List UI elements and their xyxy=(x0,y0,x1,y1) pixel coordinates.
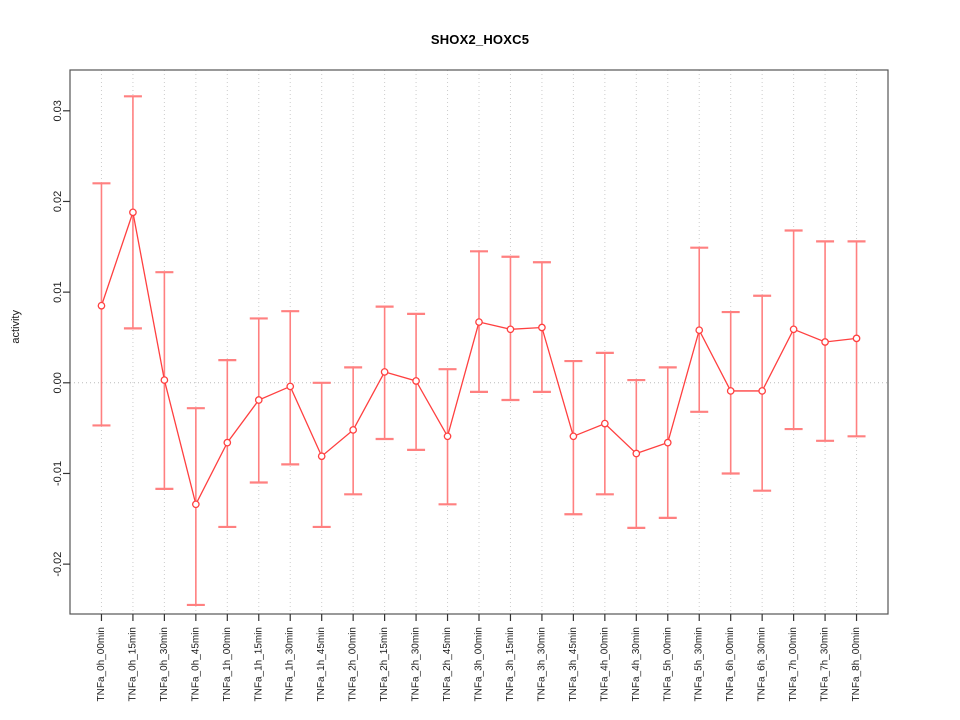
data-point-marker xyxy=(789,325,798,334)
y-tick-label: 0.00 xyxy=(52,372,64,393)
x-tick-label: TNFa_1h_45min xyxy=(316,627,327,701)
data-point-marker xyxy=(632,449,641,458)
y-tick-label: 0.02 xyxy=(52,191,64,212)
data-point-marker xyxy=(852,334,861,343)
x-tick-label: TNFa_6h_30min xyxy=(757,627,768,701)
data-point-marker xyxy=(600,419,609,428)
data-point-marker xyxy=(443,432,452,441)
data-point-marker xyxy=(538,323,546,332)
x-tick-label: TNFa_8h_00min xyxy=(851,627,862,701)
data-point-marker xyxy=(695,326,704,335)
x-axis-ticks xyxy=(100,614,858,621)
x-tick-label: TNFa_7h_30min xyxy=(820,627,831,701)
x-tick-label: TNFa_3h_00min xyxy=(474,627,485,701)
x-tick-label: TNFa_3h_30min xyxy=(536,627,547,701)
x-tick-label: TNFa_0h_30min xyxy=(159,627,170,701)
data-point-marker xyxy=(97,301,106,310)
x-tick-label: TNFa_2h_00min xyxy=(348,627,359,701)
data-point-marker xyxy=(663,438,672,447)
data-point-marker xyxy=(726,387,735,395)
data-point-marker xyxy=(129,208,137,217)
x-tick-label: TNFa_7h_00min xyxy=(788,627,799,701)
x-tick-label: TNFa_5h_00min xyxy=(662,627,673,701)
data-point-marker xyxy=(160,376,169,384)
x-tick-label: TNFa_4h_00min xyxy=(599,627,610,701)
data-point-marker xyxy=(758,387,767,395)
x-tick-label: TNFa_1h_00min xyxy=(222,627,233,701)
x-tick-label: TNFa_1h_30min xyxy=(285,627,296,701)
y-tick-label: -0.02 xyxy=(52,552,64,577)
data-point-marker xyxy=(254,396,263,404)
y-axis-ticks xyxy=(63,110,70,565)
y-tick-label: 0.03 xyxy=(52,100,64,121)
data-point-marker xyxy=(380,368,389,376)
data-point-marker xyxy=(286,382,295,391)
x-tick-label: TNFa_6h_00min xyxy=(725,627,736,701)
data-point-marker xyxy=(821,338,829,346)
data-points xyxy=(97,208,861,509)
x-tick-label: TNFa_5h_30min xyxy=(694,627,705,701)
data-point-marker xyxy=(191,500,200,509)
data-point-marker xyxy=(412,377,420,385)
x-tick-label: TNFa_1h_15min xyxy=(253,627,264,701)
data-point-marker xyxy=(349,426,358,434)
y-tick-label: -0.01 xyxy=(52,461,64,486)
x-tick-label: TNFa_3h_15min xyxy=(505,627,516,701)
x-tick-label: TNFa_2h_30min xyxy=(411,627,422,701)
x-tick-labels: TNFa_0h_00min TNFa_0h_15min TNFa_0h_30min T… xyxy=(96,627,862,701)
data-point-marker xyxy=(223,438,232,447)
x-tick-label: TNFa_3h_45min xyxy=(568,627,579,701)
data-point-marker xyxy=(317,452,326,461)
x-tick-label: TNFa_2h_15min xyxy=(379,627,390,701)
y-tick-label: 0.01 xyxy=(52,281,64,302)
data-point-marker xyxy=(475,318,483,326)
data-point-marker xyxy=(569,432,578,441)
y-tick-labels: 0.03 0.02 0.01 0.00 -0.01 -0.02 xyxy=(52,100,64,577)
x-tick-label: TNFa_0h_15min xyxy=(127,627,138,701)
x-tick-label: TNFa_4h_30min xyxy=(631,627,642,701)
page-title: SHOX2_HOXC5 xyxy=(430,32,530,47)
x-tick-label: TNFa_0h_00min xyxy=(96,627,107,701)
x-tick-label: TNFa_2h_45min xyxy=(442,627,453,701)
error-bars xyxy=(92,95,866,607)
x-tick-label: TNFa_0h_45min xyxy=(190,627,201,701)
data-point-marker xyxy=(506,325,515,334)
